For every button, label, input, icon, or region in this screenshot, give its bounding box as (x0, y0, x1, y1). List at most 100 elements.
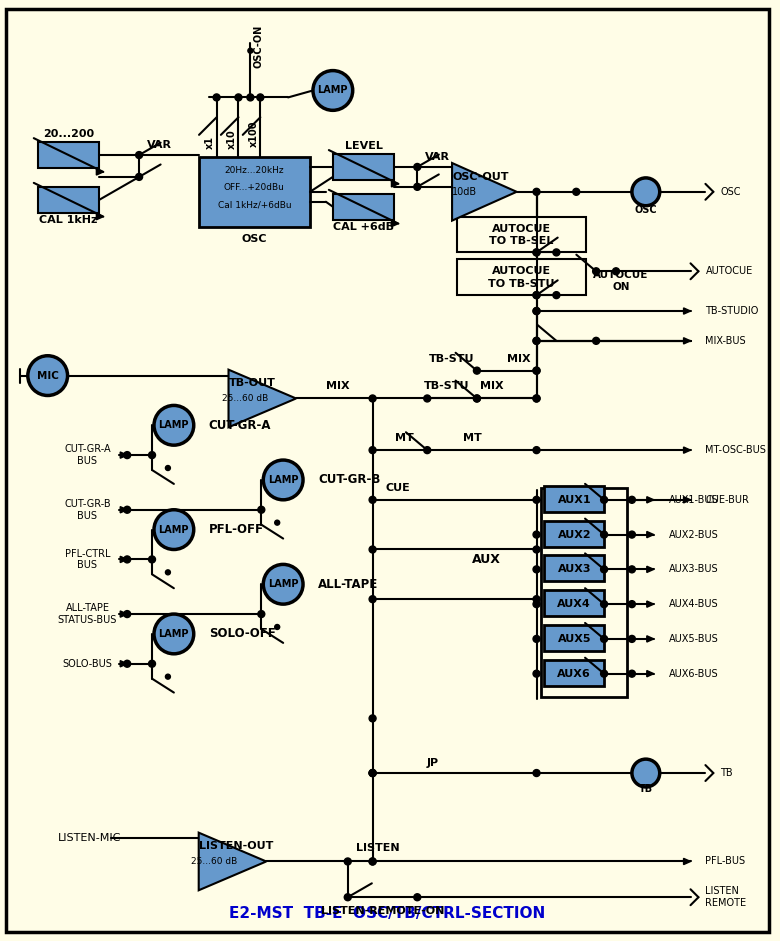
Text: OFF...+20dBu: OFF...+20dBu (224, 183, 285, 192)
Circle shape (154, 406, 193, 445)
Text: 20...200: 20...200 (43, 129, 94, 139)
Circle shape (124, 452, 131, 458)
Text: LAMP: LAMP (268, 475, 299, 485)
Circle shape (369, 395, 376, 402)
Text: LISTEN: LISTEN (356, 842, 399, 853)
Circle shape (258, 611, 264, 617)
Text: E2-MST  TB-E  OSC/TB/CTRL-SECTION: E2-MST TB-E OSC/TB/CTRL-SECTION (229, 905, 546, 920)
Circle shape (264, 565, 303, 604)
Circle shape (28, 356, 68, 395)
Polygon shape (452, 163, 516, 220)
Circle shape (124, 506, 131, 513)
Polygon shape (683, 338, 690, 344)
Text: AUTOCUE: AUTOCUE (492, 224, 551, 233)
Circle shape (369, 770, 376, 776)
Polygon shape (120, 556, 127, 563)
Circle shape (533, 367, 540, 375)
Text: AUX3: AUX3 (558, 565, 591, 574)
Text: MT: MT (395, 433, 413, 443)
Circle shape (533, 249, 540, 256)
Polygon shape (647, 532, 654, 537)
Circle shape (148, 661, 155, 667)
Polygon shape (97, 214, 103, 220)
Circle shape (533, 308, 540, 314)
Circle shape (629, 566, 636, 573)
Circle shape (533, 292, 540, 298)
Bar (544, 625, 604, 651)
Polygon shape (647, 566, 654, 572)
Text: SOLO-OFF: SOLO-OFF (208, 628, 275, 641)
Text: LAMP: LAMP (158, 629, 189, 639)
Circle shape (629, 670, 636, 678)
Circle shape (473, 367, 480, 375)
Text: AUX: AUX (473, 553, 502, 566)
Text: MIX: MIX (480, 380, 504, 391)
Circle shape (601, 635, 608, 643)
Text: MT-OSC-BUS: MT-OSC-BUS (705, 445, 766, 455)
Circle shape (601, 496, 608, 503)
Circle shape (154, 510, 193, 550)
Circle shape (369, 770, 376, 776)
Circle shape (369, 596, 376, 602)
Text: PFL-OFF: PFL-OFF (208, 523, 264, 536)
Text: x10: x10 (226, 129, 236, 149)
Circle shape (629, 635, 636, 643)
Text: JP: JP (426, 758, 438, 768)
Circle shape (629, 531, 636, 538)
Text: PFL-BUS: PFL-BUS (705, 856, 746, 867)
Circle shape (148, 452, 155, 458)
Circle shape (369, 546, 376, 553)
Text: 20Hz...20kHz: 20Hz...20kHz (225, 167, 284, 175)
Circle shape (593, 268, 600, 275)
Text: AUTOCUE: AUTOCUE (492, 266, 551, 277)
Text: MT: MT (463, 433, 481, 443)
Circle shape (414, 164, 420, 170)
Circle shape (533, 249, 540, 256)
Circle shape (369, 447, 376, 454)
Text: AUX2: AUX2 (558, 530, 591, 539)
Circle shape (533, 188, 540, 196)
Circle shape (247, 94, 254, 101)
Circle shape (612, 268, 619, 275)
Text: CUT-GR-A: CUT-GR-A (208, 419, 271, 432)
Circle shape (533, 395, 540, 402)
Circle shape (632, 178, 660, 206)
Bar (37, 187, 99, 213)
Circle shape (154, 614, 193, 654)
Text: MIC: MIC (37, 371, 58, 380)
Text: MIX: MIX (326, 380, 349, 391)
Circle shape (601, 531, 608, 538)
Text: ALL-TAPE: ALL-TAPE (318, 578, 378, 591)
Text: CUT-GR-B: CUT-GR-B (318, 473, 381, 486)
Text: AUX1: AUX1 (558, 495, 591, 504)
Circle shape (369, 858, 376, 865)
Text: CAL +6dB: CAL +6dB (333, 221, 394, 231)
Circle shape (369, 496, 376, 503)
Text: PFL-CTRL
BUS: PFL-CTRL BUS (65, 549, 110, 570)
Text: TO TB-SEL: TO TB-SEL (489, 236, 554, 247)
Text: LISTEN-MIC: LISTEN-MIC (58, 833, 121, 842)
Polygon shape (229, 370, 296, 427)
Circle shape (553, 292, 560, 298)
Circle shape (533, 770, 540, 776)
Text: CUE: CUE (385, 483, 410, 493)
Text: OSC-OUT: OSC-OUT (452, 172, 509, 182)
Text: AUX5-BUS: AUX5-BUS (668, 634, 718, 644)
Circle shape (533, 395, 540, 402)
Polygon shape (199, 833, 266, 890)
Bar (37, 142, 99, 167)
Text: LAMP: LAMP (268, 580, 299, 589)
Circle shape (533, 338, 540, 344)
Polygon shape (683, 858, 690, 865)
Polygon shape (647, 601, 654, 607)
Text: ALL-TAPE
STATUS-BUS: ALL-TAPE STATUS-BUS (58, 603, 117, 625)
Circle shape (235, 94, 242, 101)
Text: LAMP: LAMP (317, 86, 348, 95)
Polygon shape (120, 506, 127, 513)
Text: AUX4: AUX4 (558, 599, 591, 609)
Bar (544, 555, 604, 582)
Text: LAMP: LAMP (158, 421, 189, 430)
Text: x100: x100 (248, 121, 258, 148)
Circle shape (124, 661, 131, 667)
Circle shape (533, 496, 540, 503)
